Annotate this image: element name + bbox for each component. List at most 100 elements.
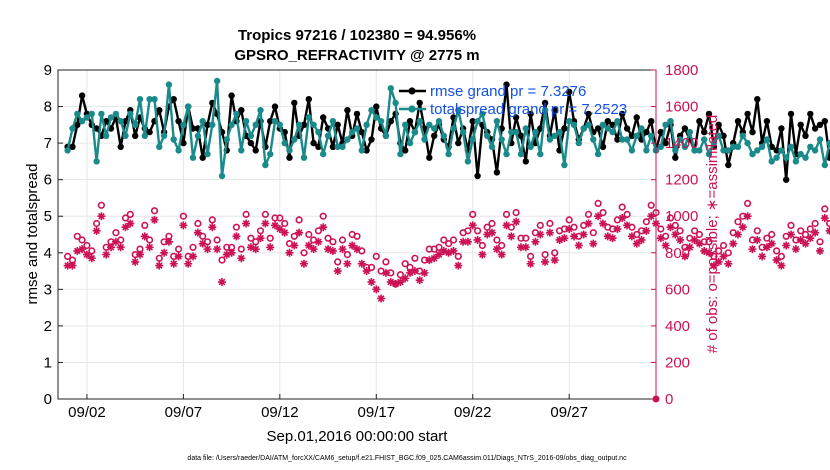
data-point-obs-assimilated xyxy=(584,219,593,228)
data-point-obs-possible xyxy=(449,236,458,244)
data-point-obs-possible xyxy=(83,241,91,250)
data-point-totalspread xyxy=(459,128,467,136)
data-point-totalspread xyxy=(257,107,264,114)
data-point-totalspread xyxy=(599,121,607,128)
data-point-obs-assimilated xyxy=(193,228,202,237)
data-point-obs-possible xyxy=(401,260,409,268)
data-point-obs-possible xyxy=(112,229,120,237)
legend-label-totalspread: totalspread grand pr = 7.2523 xyxy=(430,101,627,118)
data-point-totalspread xyxy=(262,161,269,169)
data-point-rmse xyxy=(749,128,756,136)
data-point-obs-assimilated xyxy=(536,230,545,239)
data-point-obs-possible xyxy=(295,216,303,224)
data-point-obs-possible xyxy=(763,234,771,242)
data-point-rmse xyxy=(252,147,259,154)
data-point-obs-assimilated xyxy=(637,235,646,244)
data-point-rmse xyxy=(811,125,819,132)
x-tick-label: 09/02 xyxy=(68,404,106,421)
data-point-obs-assimilated xyxy=(565,225,574,234)
data-point-obs-assimilated xyxy=(160,248,169,257)
data-point-obs-assimilated xyxy=(82,250,91,259)
data-point-obs-assimilated xyxy=(507,232,516,241)
data-point-rmse xyxy=(334,121,341,128)
data-point-rmse xyxy=(527,110,534,118)
data-point-totalspread xyxy=(392,99,399,107)
data-point-totalspread xyxy=(93,158,100,165)
data-point-totalspread xyxy=(175,147,182,154)
data-point-rmse xyxy=(681,125,689,132)
data-point-obs-assimilated xyxy=(164,237,173,246)
data-point-rmse xyxy=(93,125,100,132)
data-point-obs-assimilated xyxy=(150,215,159,224)
data-point-obs-assimilated xyxy=(425,256,434,265)
data-point-rmse xyxy=(802,132,809,139)
data-point-obs-possible xyxy=(821,205,829,213)
data-point-obs-assimilated xyxy=(434,250,443,259)
data-point-obs-assimilated xyxy=(430,254,439,263)
data-point-obs-assimilated xyxy=(232,232,241,241)
data-point-rmse xyxy=(344,107,351,114)
data-point-rmse xyxy=(69,143,76,150)
data-point-rmse xyxy=(315,143,322,150)
data-point-obs-assimilated xyxy=(299,259,308,268)
data-point-totalspread xyxy=(527,143,534,150)
data-point-totalspread xyxy=(604,125,611,132)
data-point-obs-possible xyxy=(474,227,482,235)
y-left-tick-label: 7 xyxy=(44,135,52,152)
data-point-totalspread xyxy=(402,121,409,128)
data-point-totalspread xyxy=(575,139,582,147)
data-point-totalspread xyxy=(69,125,76,132)
data-point-obs-possible xyxy=(647,201,655,209)
data-point-obs-possible xyxy=(816,238,824,246)
data-point-obs-assimilated xyxy=(198,239,207,248)
data-point-rmse xyxy=(561,125,568,132)
data-point-totalspread xyxy=(339,143,346,150)
data-point-obs-possible xyxy=(777,252,786,260)
data-point-totalspread xyxy=(180,121,187,128)
data-point-obs-possible xyxy=(483,223,491,231)
data-point-obs-possible xyxy=(618,203,626,211)
y-axis-left-label: rmse and totalspread xyxy=(24,164,41,305)
data-point-obs-assimilated xyxy=(111,237,120,246)
data-point-totalspread xyxy=(132,121,139,128)
y-axis-right-ticks: 0 200 400 600 800 1000 1200 1400 1600 1800 xyxy=(651,62,698,408)
data-point-totalspread xyxy=(218,172,226,180)
data-point-rmse xyxy=(474,172,481,180)
data-point-rmse xyxy=(469,118,476,125)
data-point-totalspread xyxy=(406,139,414,147)
data-point-obs-possible xyxy=(141,221,149,229)
data-point-obs-assimilated xyxy=(468,221,477,230)
legend-label-rmse: rmse grand pr = 7.3276 xyxy=(430,83,586,100)
data-point-obs-possible xyxy=(261,210,270,218)
y-left-tick-label: 6 xyxy=(44,172,52,189)
series-totalspread xyxy=(64,77,830,180)
data-point-rmse xyxy=(512,114,520,121)
data-point-totalspread xyxy=(450,125,457,132)
data-point-totalspread xyxy=(252,121,259,128)
data-point-obs-possible xyxy=(63,252,72,260)
data-point-rmse xyxy=(180,139,187,147)
data-point-rmse xyxy=(816,121,824,128)
data-point-totalspread xyxy=(816,136,824,143)
data-point-totalspread xyxy=(672,147,679,154)
data-point-obs-possible xyxy=(753,227,761,235)
data-point-totalspread xyxy=(508,128,515,136)
data-point-totalspread xyxy=(797,150,804,158)
data-point-obs-assimilated xyxy=(328,246,337,255)
data-point-obs-assimilated xyxy=(724,259,733,268)
data-point-totalspread xyxy=(479,110,486,118)
data-point-obs-assimilated xyxy=(251,245,260,254)
data-point-obs-possible xyxy=(247,234,255,242)
y-axis-right-label: # of obs: o=possible; ∗=assimilated xyxy=(704,115,721,354)
data-point-obs-possible xyxy=(199,232,207,240)
data-point-obs-assimilated xyxy=(256,234,265,243)
data-point-rmse xyxy=(431,132,438,139)
data-point-totalspread xyxy=(469,136,476,143)
data-point-obs-assimilated xyxy=(126,219,135,228)
data-point-obs-possible xyxy=(97,201,105,209)
data-point-rmse xyxy=(541,99,549,107)
data-point-rmse xyxy=(117,143,124,150)
data-point-totalspread xyxy=(344,136,351,143)
data-point-obs-assimilated xyxy=(357,259,366,268)
data-point-totalspread xyxy=(315,128,322,136)
